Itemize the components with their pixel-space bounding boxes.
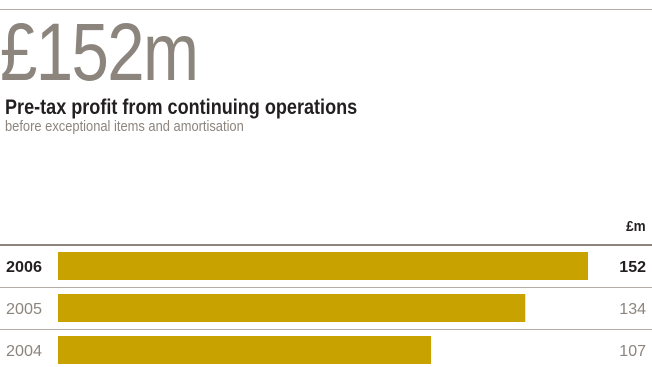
bar-2006 (58, 252, 588, 280)
bar-2004 (58, 336, 432, 364)
unit-label: £m (626, 218, 646, 235)
chart-subtitle: Pre-tax profit from continuing operation… (5, 96, 358, 119)
value-label-2006: 152 (619, 259, 646, 276)
row-divider (0, 329, 652, 330)
value-label-2005: 134 (619, 301, 646, 318)
bar-2005 (58, 294, 526, 322)
top-rule (0, 9, 652, 10)
chart-caption: before exceptional items and amortisatio… (5, 118, 244, 135)
category-label-2006: 2006 (6, 259, 42, 276)
category-label-2004: 2004 (6, 343, 42, 360)
category-label-2005: 2005 (6, 301, 42, 318)
value-label-2004: 107 (619, 343, 646, 360)
headline-figure: £152m (0, 7, 199, 98)
row-divider (0, 287, 652, 288)
header-rule (0, 244, 652, 246)
